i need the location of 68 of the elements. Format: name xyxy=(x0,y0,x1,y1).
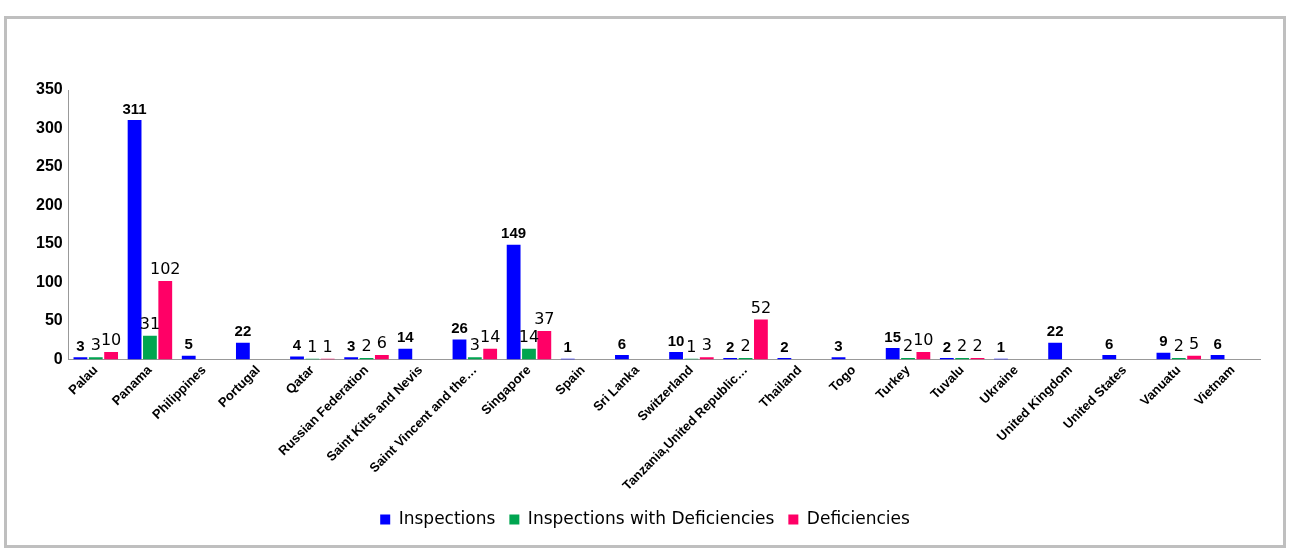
data-label: 52 xyxy=(750,297,772,317)
data-label: 1 xyxy=(322,336,333,356)
data-label: 6 xyxy=(376,333,387,353)
data-label: 5 xyxy=(1189,333,1200,353)
y-tick-label: 50 xyxy=(44,311,63,329)
bar xyxy=(916,351,931,360)
y-tick-label: 200 xyxy=(35,195,63,213)
data-label: 6 xyxy=(617,334,627,352)
y-tick-label: 0 xyxy=(53,350,63,368)
data-label: 102 xyxy=(149,259,181,279)
data-label: 26 xyxy=(451,319,468,337)
data-label: 2 xyxy=(957,336,968,356)
data-label: 5 xyxy=(184,335,193,353)
data-label: 2 xyxy=(1173,336,1184,356)
bar xyxy=(158,281,173,360)
y-tick-label: 100 xyxy=(35,272,63,290)
data-label: 10 xyxy=(667,331,685,349)
data-label: 1 xyxy=(686,336,697,356)
data-label: 2 xyxy=(726,337,735,355)
data-label: 2 xyxy=(902,336,914,356)
data-label: 3 xyxy=(76,336,85,354)
bar xyxy=(483,348,498,360)
bar xyxy=(669,351,683,360)
bar xyxy=(885,348,900,360)
bar xyxy=(522,348,536,360)
data-label: 3 xyxy=(701,335,712,355)
data-label: 1 xyxy=(563,338,572,356)
data-label: 22 xyxy=(1046,322,1064,340)
bar xyxy=(235,342,250,360)
data-label: 149 xyxy=(501,224,527,242)
data-label: 2 xyxy=(740,336,751,356)
data-label: 3 xyxy=(90,335,101,355)
data-label: 14 xyxy=(396,328,415,346)
legend-label: Inspections with Deficiencies xyxy=(527,507,775,528)
bar xyxy=(104,351,119,360)
data-label: 15 xyxy=(884,327,902,345)
data-label: 6 xyxy=(1105,334,1114,352)
bar xyxy=(537,331,552,360)
data-label: 311 xyxy=(122,99,147,117)
legend-label: Deficiencies xyxy=(806,507,910,528)
data-label: 14 xyxy=(479,326,501,346)
bar xyxy=(398,348,413,360)
bar xyxy=(127,120,142,360)
data-label: 3 xyxy=(347,336,356,354)
data-label: 22 xyxy=(234,322,252,340)
legend-label: Inspections xyxy=(398,507,496,528)
data-label: 10 xyxy=(100,330,122,350)
y-tick-label: 350 xyxy=(35,80,63,98)
data-label: 2 xyxy=(361,336,372,356)
data-label: 2 xyxy=(942,337,951,355)
bar xyxy=(754,319,768,360)
data-label: 37 xyxy=(534,309,555,329)
y-tick-label: 300 xyxy=(35,118,63,136)
data-label: 1 xyxy=(307,336,318,356)
data-label: 3 xyxy=(834,336,843,354)
data-label: 2 xyxy=(972,336,983,356)
bar xyxy=(506,244,521,360)
data-label: 6 xyxy=(1213,334,1222,352)
y-tick-label: 150 xyxy=(35,234,63,252)
y-tick-label: 250 xyxy=(35,157,63,175)
data-label: 1 xyxy=(996,338,1006,356)
data-label: 10 xyxy=(913,330,934,350)
bar xyxy=(143,335,157,360)
data-label: 4 xyxy=(292,336,302,354)
data-label: 9 xyxy=(1159,332,1168,350)
data-label: 3 xyxy=(469,335,480,355)
data-label: 2 xyxy=(780,337,789,355)
bar xyxy=(1048,342,1063,360)
